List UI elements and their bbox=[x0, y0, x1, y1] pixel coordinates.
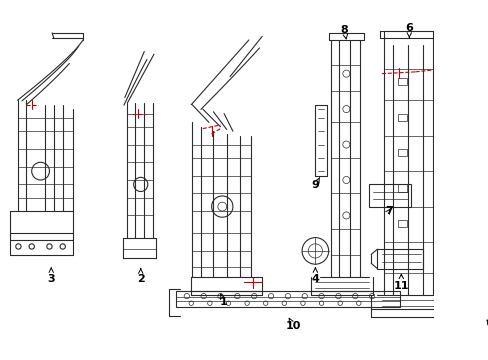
Text: 7: 7 bbox=[384, 206, 392, 216]
Text: 11: 11 bbox=[393, 274, 408, 291]
Bar bbox=[397, 149, 406, 156]
Text: 10: 10 bbox=[285, 318, 300, 331]
Text: 8: 8 bbox=[340, 25, 348, 39]
Text: 9: 9 bbox=[311, 177, 319, 190]
Bar bbox=[471, 174, 478, 179]
Text: 3: 3 bbox=[47, 268, 55, 284]
Bar bbox=[471, 220, 478, 225]
Bar bbox=[471, 242, 478, 247]
Bar bbox=[368, 184, 410, 207]
Bar bbox=[176, 291, 399, 307]
Bar bbox=[471, 152, 478, 157]
Text: 2: 2 bbox=[137, 269, 144, 284]
Bar bbox=[471, 198, 478, 203]
Bar bbox=[397, 113, 406, 121]
Bar bbox=[397, 184, 406, 192]
Text: 5: 5 bbox=[486, 320, 488, 334]
Text: 1: 1 bbox=[220, 294, 227, 307]
Text: 6: 6 bbox=[405, 23, 412, 38]
Bar bbox=[377, 249, 423, 269]
Text: 4: 4 bbox=[311, 268, 319, 284]
Bar bbox=[397, 78, 406, 85]
Bar bbox=[397, 220, 406, 227]
